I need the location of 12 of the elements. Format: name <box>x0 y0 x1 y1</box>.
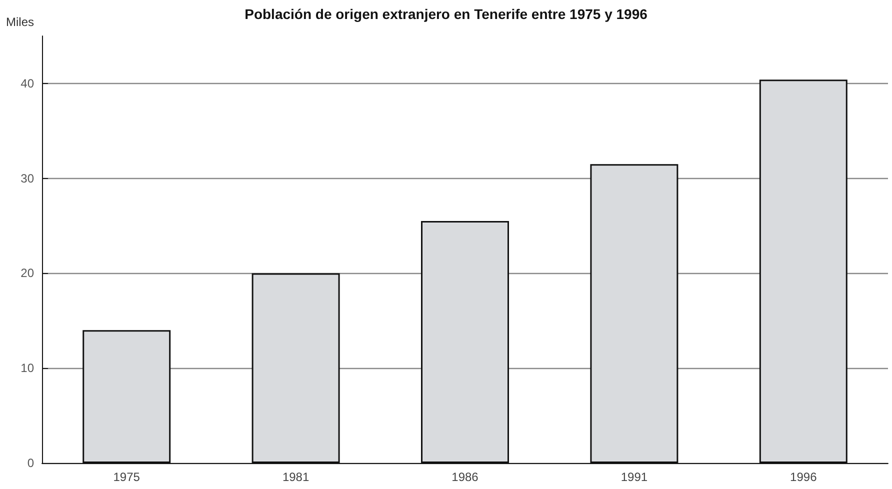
x-tick-label: 1981 <box>282 470 310 484</box>
y-tick-label: 40 <box>20 76 34 90</box>
x-tick-label: 1986 <box>452 470 479 484</box>
y-tick-label: 0 <box>27 456 34 470</box>
y-axis-title: Miles <box>6 15 34 29</box>
chart-title: Población de origen extranjero en Tenerife entre 1975 y 1996 <box>244 6 648 22</box>
x-tick-label: 1991 <box>620 470 648 484</box>
y-tick-label: 20 <box>20 266 34 280</box>
y-tick-label: 30 <box>20 171 34 186</box>
x-tick-label: 1996 <box>790 470 818 484</box>
x-tick-label: 1975 <box>113 470 140 484</box>
y-tick-label: 10 <box>20 361 34 376</box>
